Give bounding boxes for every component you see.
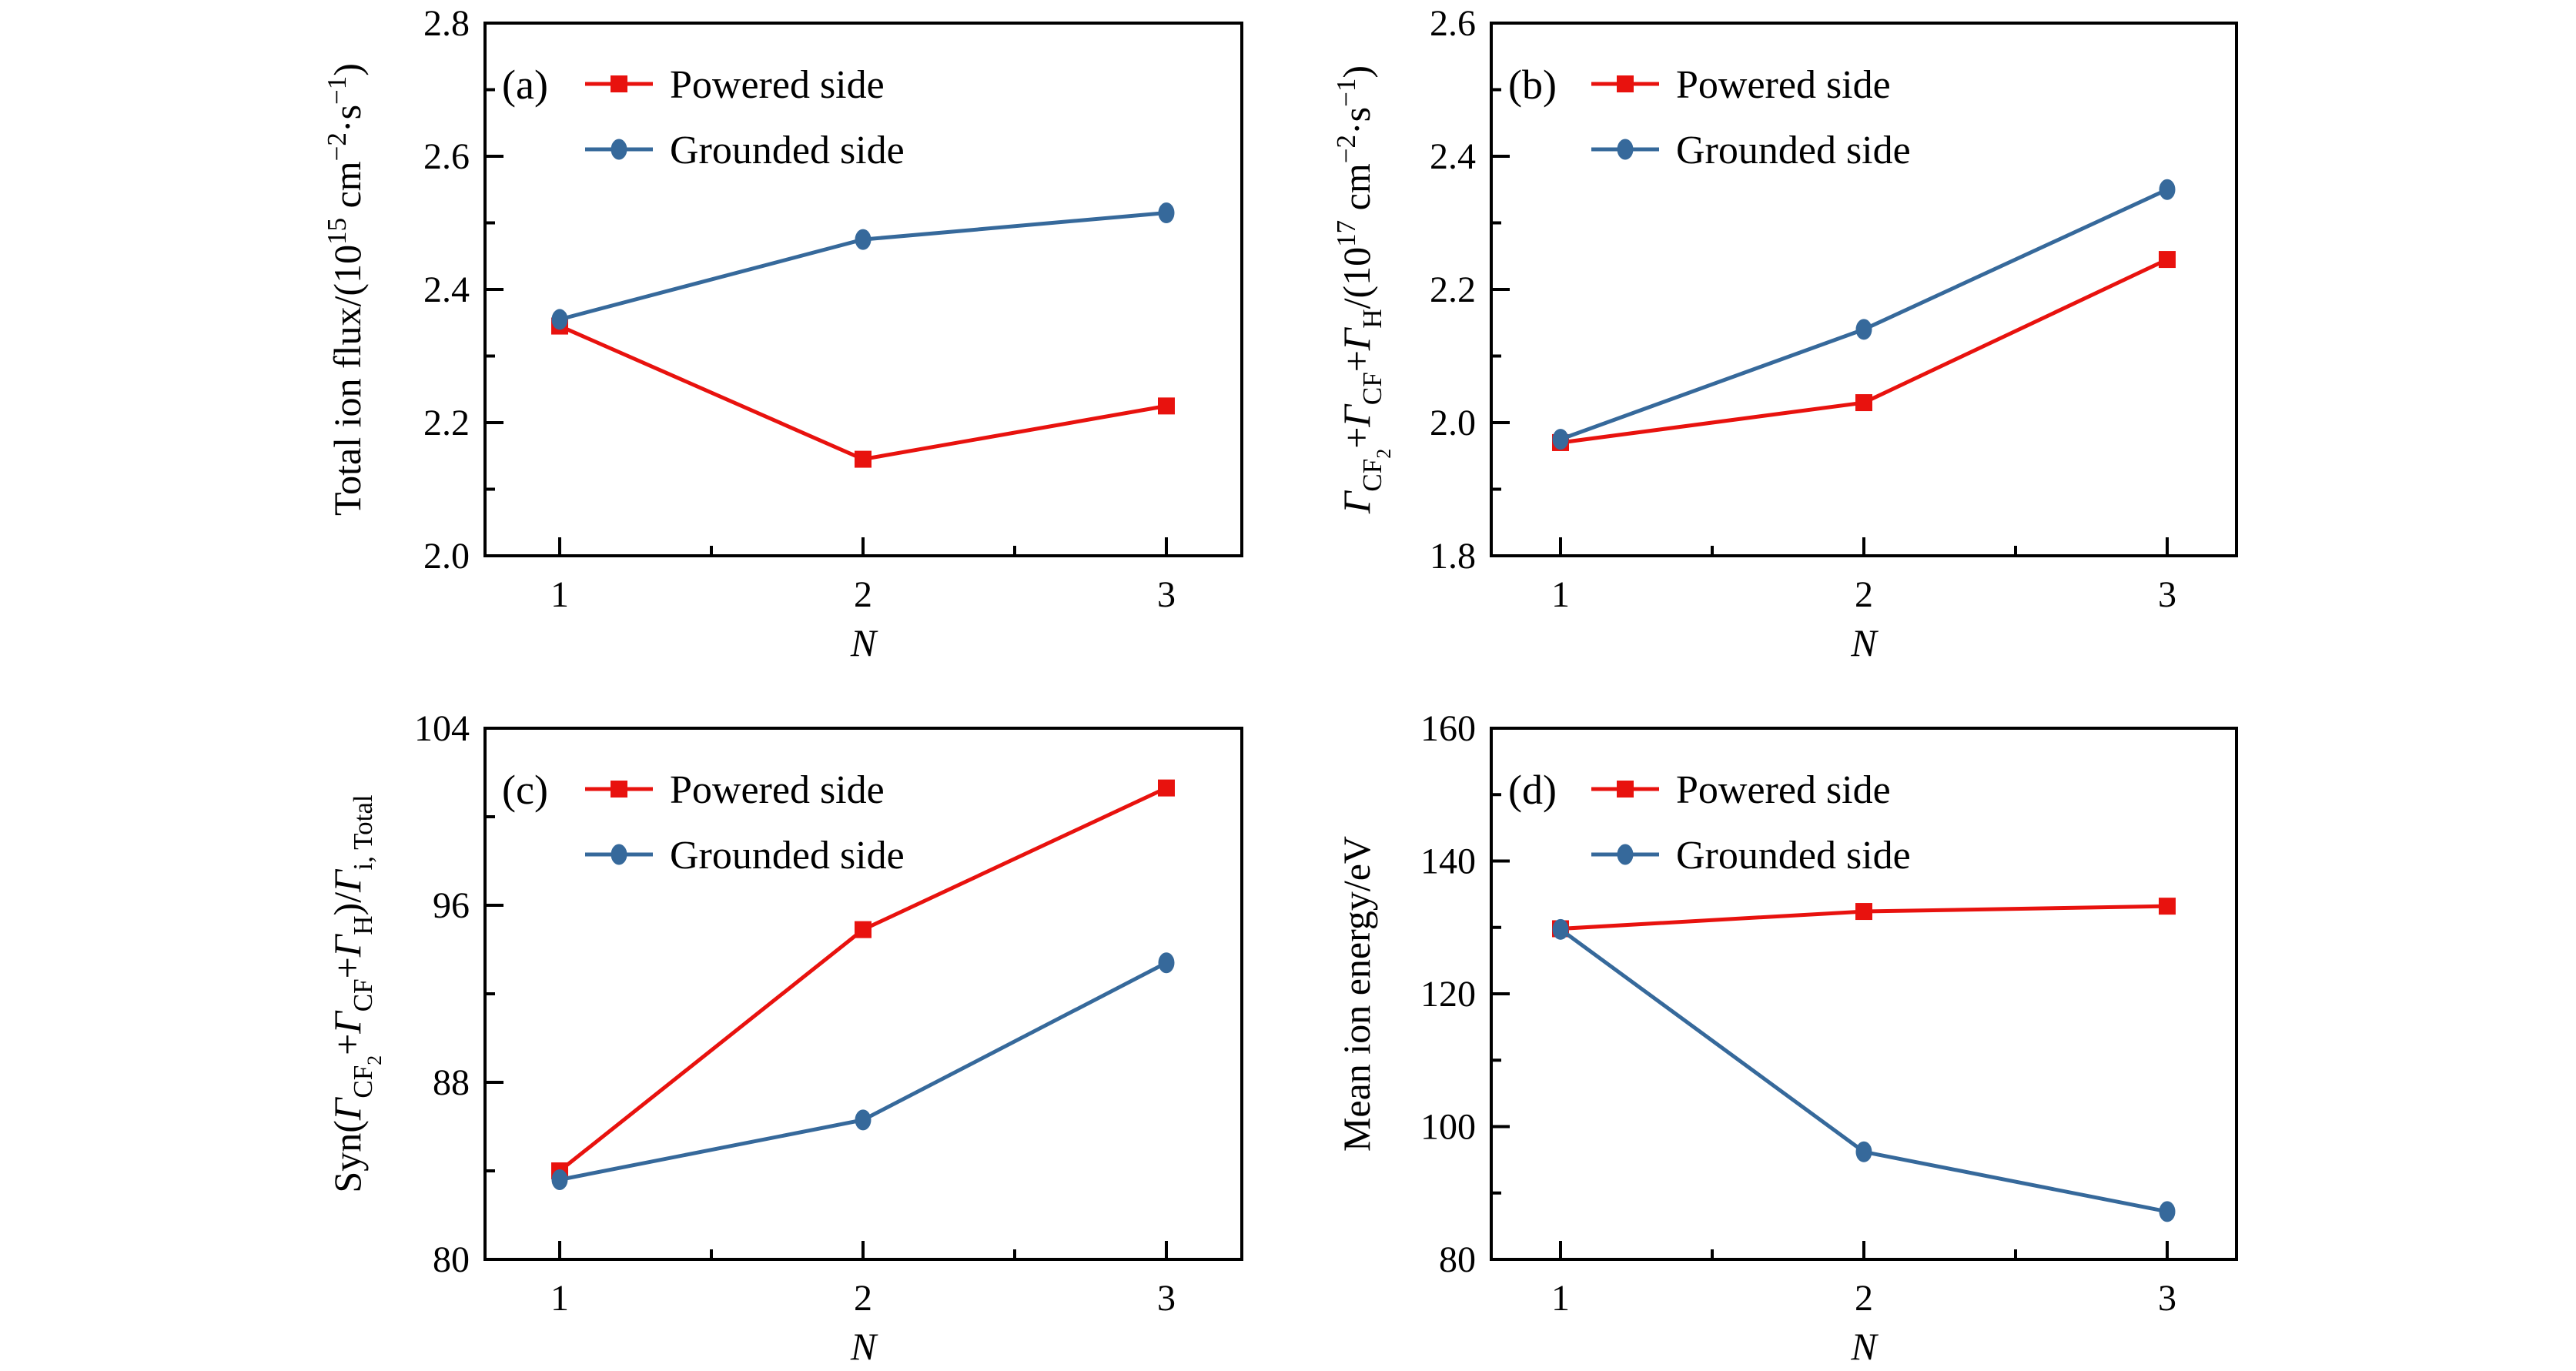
y-tick-label: 80 <box>1439 1239 1476 1280</box>
x-tick-label: 3 <box>2158 1278 2176 1319</box>
x-axis-label: N <box>850 1325 878 1368</box>
data-point-grounded-N1 <box>551 1169 568 1190</box>
y-tick-label: 160 <box>1420 708 1476 749</box>
panel-tag: (a) <box>502 62 548 108</box>
panel-a-total-ion-flux: 2.0 2.2 2.4 2.6 2.8 1 2 3 N Total ion flux/(1015 … <box>0 0 1288 686</box>
legend-label-powered: Powered side <box>670 63 885 107</box>
legend-label-powered: Powered side <box>1676 63 1891 107</box>
x-tick-label: 1 <box>550 1278 569 1319</box>
data-point-grounded-N1 <box>1552 429 1569 450</box>
legend-label-grounded: Grounded side <box>1676 129 1911 172</box>
data-point-grounded-N3 <box>2159 179 2176 200</box>
y-tick-label: 100 <box>1420 1107 1476 1148</box>
data-point-powered-N3 <box>2159 251 2176 269</box>
data-point-powered-N3 <box>1158 397 1175 415</box>
x-tick-label: 3 <box>1157 1278 1176 1319</box>
y-tick-label: 104 <box>414 708 470 749</box>
panel-tag: (b) <box>1508 62 1557 108</box>
panel-tag: (d) <box>1508 767 1557 813</box>
panel-d-mean-ion-energy: 80 100 120 140 160 1 2 3 N Mean ion energy/eV (d) P… <box>1288 686 2576 1371</box>
legend-label-grounded: Grounded side <box>670 834 905 878</box>
x-tick-label: 3 <box>1157 574 1176 615</box>
x-tick-label: 3 <box>2158 574 2176 615</box>
data-point-grounded-N3 <box>1158 952 1175 974</box>
data-point-grounded-N2 <box>855 1109 871 1131</box>
legend-marker-powered <box>611 75 627 92</box>
x-tick-label: 2 <box>854 574 872 615</box>
legend-marker-grounded <box>611 844 627 865</box>
data-point-grounded-N1 <box>1552 918 1569 940</box>
y-tick-label: 2.6 <box>1430 3 1476 44</box>
panel-b-neutral-flux: 1.8 2.0 2.2 2.4 2.6 1 2 3 N ΓCF2+ΓCF+ΓH/(1017 cm−… <box>1288 0 2576 686</box>
series-line-powered <box>557 324 1169 462</box>
data-point-grounded-N2 <box>855 229 871 250</box>
y-tick-label: 2.0 <box>423 536 470 577</box>
data-point-powered-N3 <box>1158 779 1175 797</box>
y-axis-label: Total ion flux/(1015 cm−2·s−1) <box>322 63 369 516</box>
y-axis-label: Mean ion energy/eV <box>1335 836 1378 1152</box>
legend-label-grounded: Grounded side <box>1676 834 1911 878</box>
y-tick-label: 140 <box>1420 841 1476 882</box>
data-point-powered-N2 <box>855 450 871 468</box>
legend-marker-grounded <box>1617 844 1634 865</box>
data-point-powered-N2 <box>1855 394 1872 412</box>
y-tick-label: 2.6 <box>423 136 470 177</box>
data-point-powered-N2 <box>1855 903 1872 921</box>
series-line-grounded <box>557 211 1169 322</box>
x-tick-label: 1 <box>550 574 569 615</box>
legend-label-grounded: Grounded side <box>670 129 905 172</box>
data-point-grounded-N2 <box>1855 319 1872 340</box>
chart-total-ion-flux: 2.0 2.2 2.4 2.6 2.8 1 2 3 N Total ion flux/(1015 … <box>322 3 1243 664</box>
series-line-powered <box>1558 257 2170 445</box>
data-point-grounded-N3 <box>1158 202 1175 224</box>
y-tick-label: 96 <box>433 885 470 926</box>
y-axis-label: ΓCF2+ΓCF+ΓH/(1017 cm−2·s−1) <box>1331 65 1395 514</box>
x-tick-label: 2 <box>1855 574 1873 615</box>
x-tick-label: 1 <box>1551 1278 1570 1319</box>
y-axis-label: Syn(ΓCF2+ΓCF+ΓH)/Γi, Total <box>326 794 386 1192</box>
x-tick-label: 1 <box>1551 574 1570 615</box>
legend-label-powered: Powered side <box>670 768 885 812</box>
data-point-powered-N3 <box>2159 898 2176 915</box>
legend-marker-powered <box>1617 781 1634 798</box>
y-tick-label: 2.4 <box>1430 136 1476 177</box>
y-tick-label: 80 <box>433 1239 470 1280</box>
chart-neutral-flux: 1.8 2.0 2.2 2.4 2.6 1 2 3 N ΓCF2+ΓCF+ΓH/(1017 cm−… <box>1331 3 2238 664</box>
chart-mean-ion-energy: 80 100 120 140 160 1 2 3 N Mean ion energy/eV (d) P… <box>1335 708 2238 1368</box>
data-point-powered-N2 <box>855 921 871 938</box>
data-point-grounded-N2 <box>1855 1141 1872 1162</box>
y-tick-label: 2.0 <box>1430 403 1476 443</box>
data-point-grounded-N1 <box>551 309 568 330</box>
x-axis-label: N <box>1850 621 1878 664</box>
x-tick-label: 2 <box>854 1278 872 1319</box>
y-tick-label: 2.4 <box>423 269 470 310</box>
panel-c-syn-ratio: 80 88 96 104 1 2 3 N Syn(ΓCF2+ΓCF+ΓH)/Γi, Total (… <box>0 686 1288 1371</box>
series-line-grounded <box>1558 927 2170 1214</box>
panel-tag: (c) <box>502 767 548 813</box>
y-tick-label: 2.2 <box>423 403 470 443</box>
legend-label-powered: Powered side <box>1676 768 1891 812</box>
y-tick-label: 2.2 <box>1430 269 1476 310</box>
data-point-grounded-N3 <box>2159 1201 2176 1222</box>
x-tick-label: 2 <box>1855 1278 1873 1319</box>
y-tick-label: 2.8 <box>423 3 470 44</box>
legend-marker-grounded <box>611 139 627 160</box>
x-axis-label: N <box>850 621 878 664</box>
series-line-grounded <box>557 961 1169 1182</box>
y-tick-label: 120 <box>1420 974 1476 1015</box>
legend-marker-grounded <box>1617 139 1634 160</box>
legend-marker-powered <box>1617 75 1634 92</box>
chart-syn-ratio: 80 88 96 104 1 2 3 N Syn(ΓCF2+ΓCF+ΓH)/Γi, Total (… <box>326 708 1243 1368</box>
legend-marker-powered <box>611 781 627 798</box>
y-tick-label: 1.8 <box>1430 536 1476 577</box>
y-tick-label: 88 <box>433 1062 470 1103</box>
x-axis-label: N <box>1850 1325 1878 1368</box>
